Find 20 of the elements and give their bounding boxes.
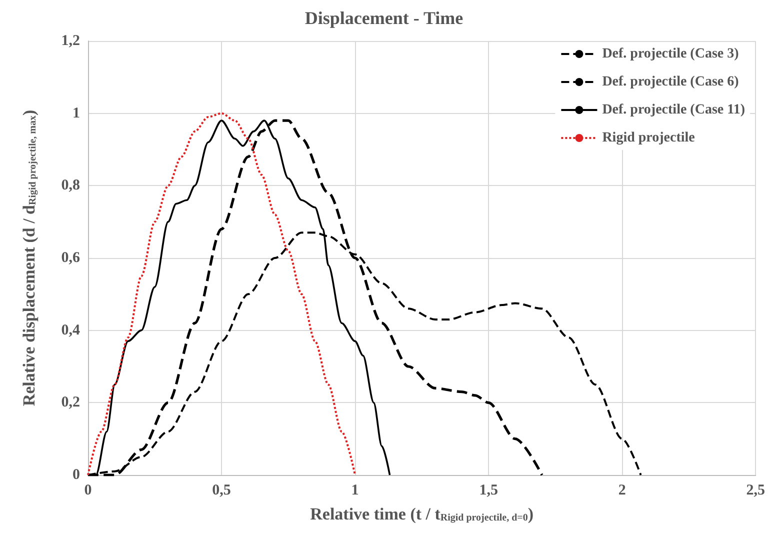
y-tick-label: 0	[72, 467, 80, 483]
x-tick-label: 2	[618, 482, 626, 498]
y-tick-label: 0,2	[61, 394, 80, 411]
y-tick-label: 1,2	[61, 33, 80, 49]
y-tick-label: 1	[72, 105, 80, 122]
x-tick-label: 1	[351, 482, 359, 498]
legend-label: Def. projectile (Case 11)	[602, 102, 746, 118]
x-tick-label: 2,5	[746, 482, 765, 498]
x-axis-title: Relative time (t / tRigid projectile, d=0)	[310, 504, 534, 524]
y-tick-label: 0,8	[61, 178, 80, 194]
legend-label: Def. projectile (Case 3)	[602, 46, 740, 62]
chart-title: Displacement - Time	[304, 8, 464, 28]
y-axis-title: Relative displacement (d / dRigid projectile, max)	[20, 110, 38, 406]
x-tick-label: 1,5	[479, 482, 498, 498]
x-tick-label: 0,5	[212, 482, 231, 498]
legend-label: Def. projectile (Case 6)	[602, 74, 740, 90]
legend-label: Rigid projectile	[602, 130, 695, 146]
y-tick-label: 0,6	[61, 250, 80, 266]
y-tick-label: 0,4	[61, 322, 80, 338]
x-tick-label: 0	[84, 482, 92, 498]
